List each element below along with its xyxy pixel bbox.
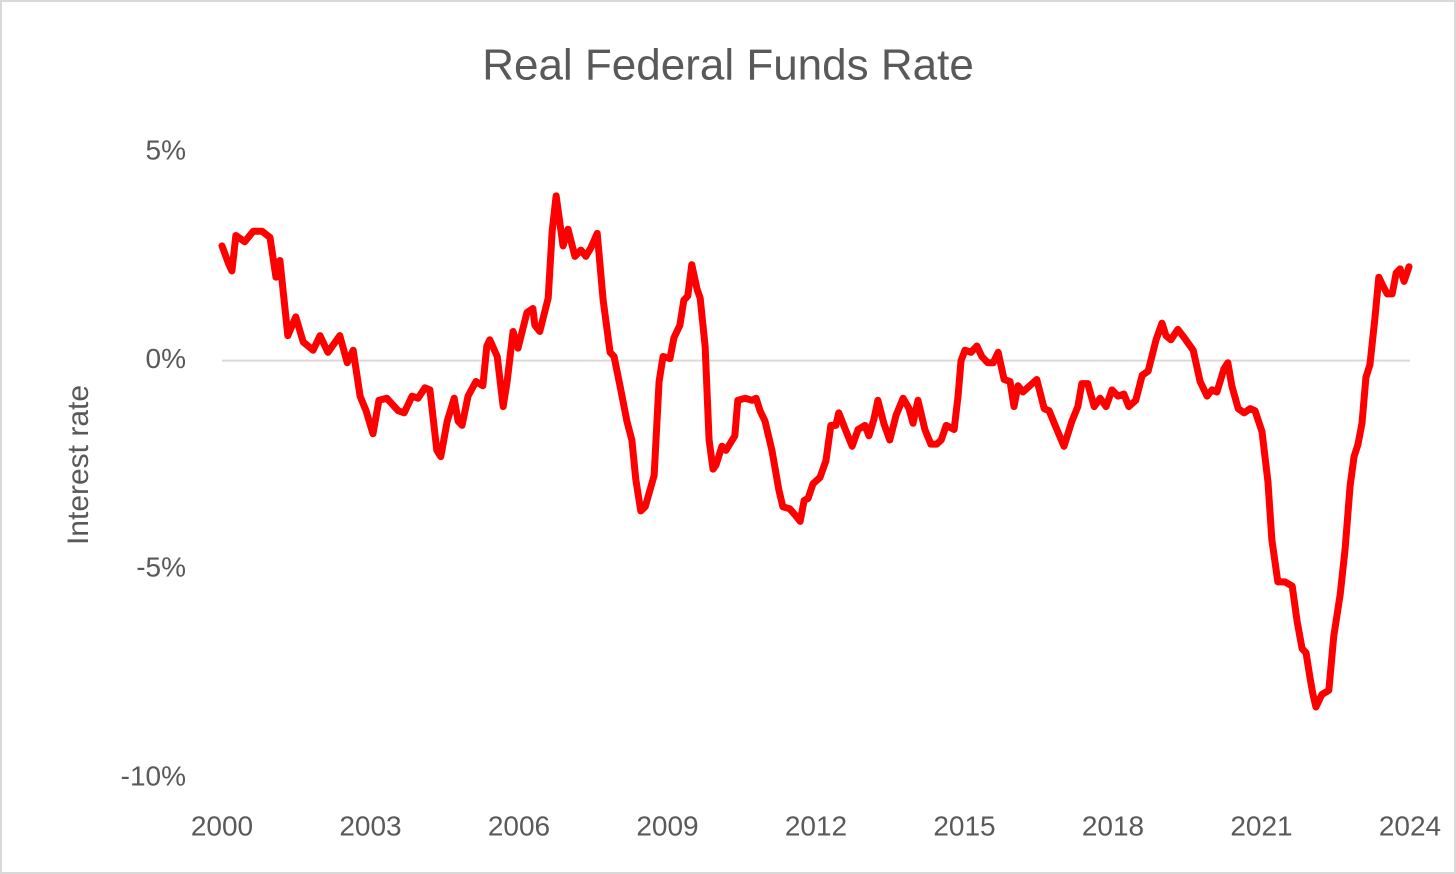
x-tick-label: 2003 — [339, 810, 401, 841]
y-tick-label: 5% — [146, 134, 186, 165]
y-tick-label: -5% — [136, 552, 186, 583]
x-tick-label: 2015 — [933, 810, 995, 841]
x-tick-label: 2018 — [1082, 810, 1144, 841]
y-tick-label: -10% — [121, 760, 186, 791]
x-tick-label: 2009 — [636, 810, 698, 841]
chart-title: Real Federal Funds Rate — [482, 41, 974, 90]
x-tick-label: 2024 — [1379, 810, 1441, 841]
y-axis-label: Interest rate — [62, 385, 95, 545]
x-tick-label: 2021 — [1230, 810, 1292, 841]
y-tick-label: 0% — [146, 343, 186, 374]
data-line — [218, 192, 1413, 711]
x-tick-label: 2012 — [785, 810, 847, 841]
x-tick-label: 2000 — [191, 810, 253, 841]
x-tick-label: 2006 — [488, 810, 550, 841]
